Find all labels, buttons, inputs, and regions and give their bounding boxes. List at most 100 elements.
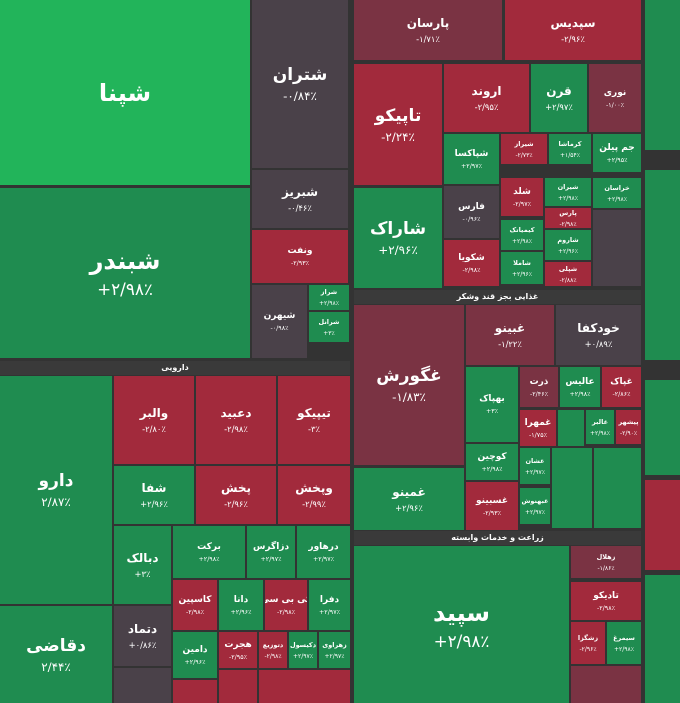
stock-tile[interactable]: شاروم +۲/۹۶٪ [545, 230, 591, 260]
stock-tile[interactable]: زشگزا -۲/۹۶٪ [571, 622, 605, 664]
stock-tile[interactable]: قرن +۲/۹۷٪ [531, 64, 587, 132]
stock-name: سپدیس [550, 16, 596, 30]
stock-tile[interactable]: دارو ۲/۸۷٪ [0, 376, 112, 604]
stock-tile[interactable]: تیپیکو -۳٪ [278, 376, 350, 464]
stock-tile[interactable]: پارسان -۱/۷۱٪ [354, 0, 502, 60]
stock-tile[interactable]: دامین +۲/۹۶٪ [173, 632, 217, 678]
stock-tile[interactable]: شبندر +۲/۹۸٪ [0, 188, 250, 358]
stock-name: شلد [513, 186, 531, 197]
stock-tile[interactable]: والبر -۲/۸۰٪ [114, 376, 194, 464]
stock-tile[interactable]: فارس -۰/۹۶٪ [444, 186, 499, 238]
tile [645, 575, 680, 703]
stock-tile[interactable]: غبینو -۱/۲۲٪ [466, 305, 554, 365]
stock-tile[interactable]: تاپیکو -۲/۲۴٪ [354, 64, 442, 185]
stock-tile[interactable]: شفا +۲/۹۶٪ [114, 466, 194, 524]
stock-tile[interactable]: پارس -۲/۹۸٪ [545, 208, 591, 228]
stock-change: ۲/۸۷٪ [41, 495, 71, 509]
stock-tile[interactable]: غشان +۲/۹۷٪ [520, 448, 550, 484]
stock-tile[interactable]: شیراز -۲/۷۳٪ [501, 134, 547, 164]
stock-tile[interactable]: شلد -۲/۹۷٪ [501, 178, 543, 216]
stock-tile[interactable]: شپلی -۲/۸۸٪ [545, 262, 591, 286]
stock-tile[interactable]: شپنا [0, 0, 250, 185]
stock-tile[interactable]: دتماد +۰/۸۶٪ [114, 606, 171, 666]
stock-name: کرماشا [558, 139, 582, 148]
stock-tile[interactable]: شرانل +۳٪ [309, 312, 349, 342]
stock-tile[interactable]: شیران +۲/۹۸٪ [545, 178, 591, 206]
stock-tile[interactable]: غمینو +۲/۹۶٪ [354, 468, 464, 530]
stock-tile[interactable]: شیهرن -۰/۹۸٪ [252, 285, 307, 358]
stock-tile[interactable]: غمهرا -۱/۷۵٪ [520, 410, 556, 446]
stock-tile[interactable]: زهلال -۱/۸۶٪ [571, 546, 641, 578]
stock-tile[interactable]: کی بی سی -۲/۹۸٪ [265, 580, 307, 630]
stock-change: +۲/۹۸٪ [319, 300, 339, 307]
stock-tile[interactable]: دعبید -۲/۹۸٪ [196, 376, 276, 464]
stock-name: اروند [471, 84, 502, 98]
stock-tile[interactable]: پخش -۲/۹۶٪ [196, 466, 276, 524]
stock-change: -۱/۸۳٪ [392, 390, 426, 404]
stock-tile[interactable]: دزاگرس +۲/۹۷٪ [247, 526, 295, 578]
stock-name: غپاک [610, 376, 633, 387]
stock-tile[interactable]: سیمرغ +۲/۹۸٪ [607, 622, 641, 664]
stock-tile[interactable]: خودکفا +۰/۸۹٪ [556, 305, 641, 365]
stock-tile[interactable]: اروند -۲/۹۵٪ [444, 64, 529, 132]
stock-name: برکت [197, 541, 221, 552]
stock-change: +۳٪ [134, 569, 151, 579]
stock-tile[interactable]: درهاور +۲/۹۷٪ [297, 526, 350, 578]
stock-tile[interactable]: شتران -۰/۸۴٪ [252, 0, 348, 168]
tile [645, 480, 680, 570]
stock-tile[interactable]: کوچین +۲/۹۸٪ [466, 444, 518, 480]
stock-tile[interactable]: غپاک -۲/۸۶٪ [602, 367, 641, 407]
stock-tile[interactable]: برکت +۲/۹۸٪ [173, 526, 245, 578]
stock-tile[interactable]: خراسان +۲/۹۸٪ [593, 178, 641, 208]
stock-tile[interactable]: شاراک +۲/۹۶٪ [354, 188, 442, 288]
stock-tile[interactable]: سپید +۲/۹۸٪ [354, 546, 569, 703]
stock-name: غسبینو [476, 495, 508, 506]
stock-tile[interactable]: بهپاک +۳٪ [466, 367, 518, 442]
stock-tile[interactable]: شپاکسا +۲/۹۷٪ [444, 134, 499, 184]
stock-change: -۲/۹۸٪ [224, 424, 248, 434]
stock-tile[interactable]: نوری -۱/۰۰٪ [589, 64, 641, 132]
stock-tile[interactable]: کاسپین -۲/۹۸٪ [173, 580, 217, 630]
stock-tile[interactable]: غسبینو -۲/۹۳٪ [466, 482, 518, 530]
stock-tile[interactable]: شاملا +۲/۹۶٪ [501, 252, 543, 284]
stock-name: ذرت [529, 376, 549, 387]
stock-tile[interactable]: سپدیس -۲/۹۶٪ [505, 0, 641, 60]
stock-tile[interactable]: ذرت -۲/۴۶٪ [520, 367, 558, 407]
stock-tile[interactable]: شبریز -۰/۴۶٪ [252, 170, 348, 228]
stock-tile[interactable]: وپخش -۲/۹۹٪ [278, 466, 350, 524]
stock-tile[interactable]: جم پیلن +۲/۹۵٪ [593, 134, 641, 172]
stock-tile[interactable]: کرماشا +۱/۵۴٪ [549, 134, 591, 164]
stock-name: شیراز [514, 139, 534, 148]
stock-name: زهراوی [322, 640, 347, 649]
stock-change: -۲/۹۳٪ [483, 509, 501, 517]
stock-tile[interactable]: غگورش -۱/۸۳٪ [354, 305, 464, 465]
stock-name: ونفت [287, 246, 313, 256]
stock-tile[interactable]: زهراوی +۲/۹۷٪ [319, 632, 350, 668]
stock-tile[interactable]: دانا +۲/۹۶٪ [219, 580, 263, 630]
stock-tile[interactable]: دقاضی ۲/۴۴٪ [0, 606, 112, 703]
stock-tile[interactable]: کیمیاتک +۲/۹۸٪ [501, 220, 543, 250]
stock-change: +۲/۹۶٪ [230, 608, 252, 616]
sector-label: غذایی بجز قند وشکر [354, 290, 641, 304]
stock-change: ۲/۴۴٪ [41, 659, 71, 674]
stock-tile[interactable]: پیشهر -۲/۹۰٪ [616, 410, 641, 444]
sector-label: دارویی [0, 361, 350, 375]
stock-tile[interactable]: هجرت -۲/۹۵٪ [219, 632, 257, 668]
stock-tile[interactable]: عالیس +۲/۹۸٪ [560, 367, 600, 407]
stock-tile[interactable]: غبهنوش +۲/۹۷٪ [520, 488, 550, 524]
stock-tile[interactable]: دفرا +۲/۹۷٪ [309, 580, 350, 630]
stock-tile[interactable]: غالبر +۲/۹۸٪ [586, 410, 614, 444]
stock-tile[interactable]: دتوزیع -۲/۹۸٪ [259, 632, 287, 668]
stock-change: +۰/۸۶٪ [128, 640, 157, 650]
stock-name: زشگزا [577, 633, 599, 642]
tile [259, 670, 350, 703]
stock-tile[interactable]: شراز +۲/۹۸٪ [309, 285, 349, 310]
stock-tile[interactable]: دبالک +۳٪ [114, 526, 171, 604]
stock-change: +۲/۹۷٪ [525, 508, 545, 516]
stock-tile[interactable]: ونفت -۲/۹۳٪ [252, 230, 348, 283]
stock-tile[interactable]: تادیکو -۲/۹۸٪ [571, 582, 641, 620]
stock-name: کوچین [477, 451, 507, 462]
stock-name: فارس [458, 201, 485, 212]
stock-tile[interactable]: دکیسول +۲/۹۷٪ [289, 632, 317, 668]
stock-tile[interactable]: شکویا -۲/۹۸٪ [444, 240, 499, 286]
